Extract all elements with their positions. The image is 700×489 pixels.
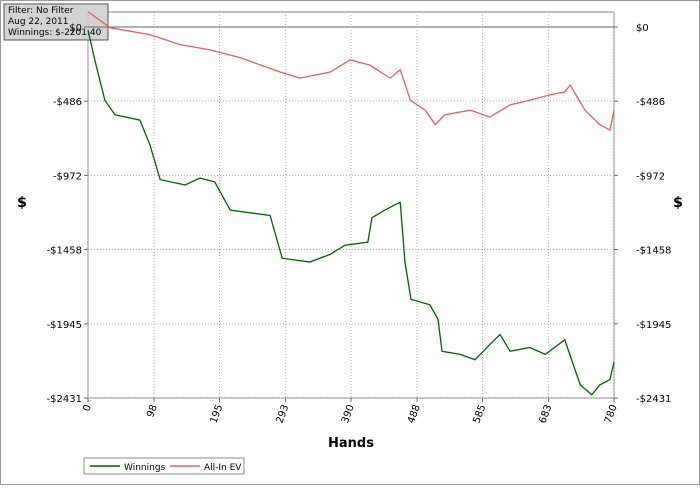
x-axis-label: Hands (328, 436, 374, 451)
y2-tick-label: -$1945 (636, 320, 671, 331)
legend-label: All-In EV (204, 463, 242, 473)
y-tick-label: -$1945 (47, 320, 82, 331)
y2-tick-label: -$1458 (636, 246, 671, 257)
info-date: Aug 22, 2011 (8, 17, 69, 27)
info-filter: Filter: No Filter (8, 6, 74, 16)
x-tick-label: 98 (145, 403, 160, 419)
x-tick-label: 0 (81, 403, 94, 413)
legend-label: Winnings (124, 463, 166, 473)
y-tick-label: -$486 (53, 97, 82, 108)
y-tick-label: -$972 (53, 171, 82, 182)
y2-tick-label: -$972 (636, 171, 665, 182)
legend (83, 457, 245, 475)
y-tick-label: -$1458 (47, 246, 82, 257)
y2-axis-label: $ (673, 195, 683, 211)
y2-tick-label: -$486 (636, 97, 665, 108)
series-line (87, 29, 615, 396)
y2-tick-label: -$2431 (636, 394, 671, 405)
y-tick-label: $0 (69, 23, 82, 34)
info-winnings: Winnings: $-2201.40 (8, 28, 102, 38)
y2-tick-label: $0 (636, 23, 649, 34)
info-box (3, 3, 109, 41)
y-tick-label: -$2431 (47, 394, 82, 405)
series-line (87, 11, 615, 131)
y-axis-label: $ (17, 195, 27, 211)
